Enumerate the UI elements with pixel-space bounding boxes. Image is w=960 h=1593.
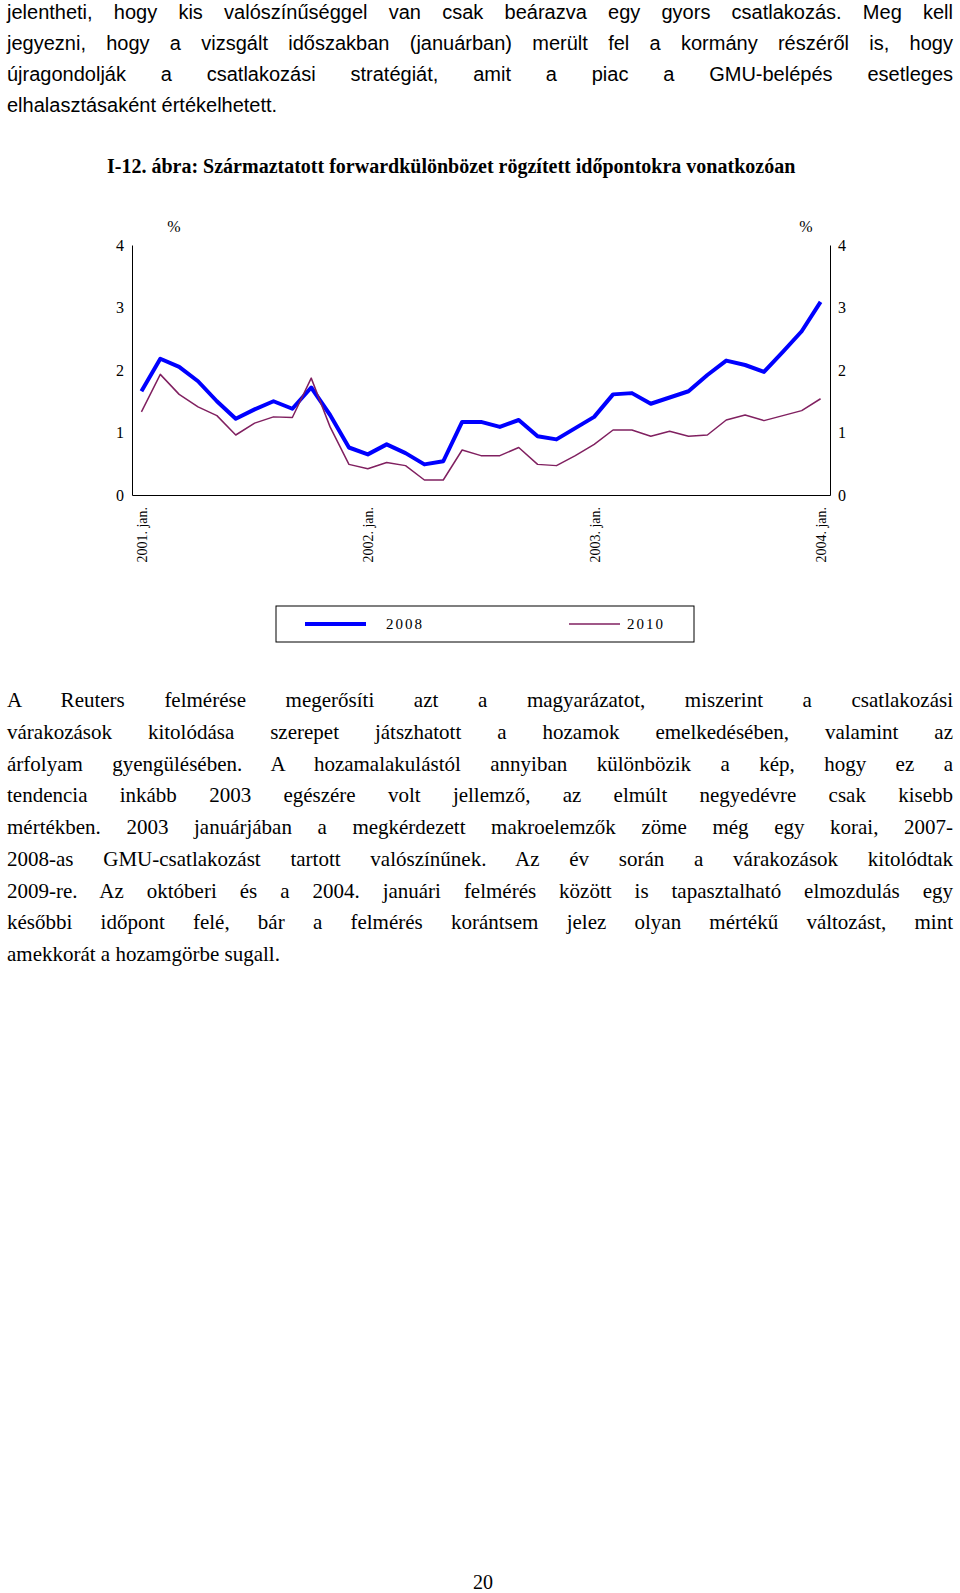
legend-swatch [569, 623, 620, 625]
text-line: jegyezni, hogy a vizsgált időszakban (ja… [7, 28, 953, 59]
paragraph: A Reuters felmérése megerősíti azt a mag… [7, 685, 953, 971]
tick-label: 2003. jan. [588, 507, 603, 563]
tick: 0 [830, 487, 846, 504]
text-line: jelentheti, hogy kis valószínűséggel van… [7, 0, 953, 28]
tick: 1 [830, 424, 846, 441]
axis-line [132, 246, 133, 496]
paragraph: jelentheti, hogy kis valószínűséggel van… [7, 0, 953, 121]
axis-line [133, 495, 831, 496]
legend-box [276, 606, 694, 642]
tick: 4 [116, 237, 132, 254]
text-line: újragondolják a csatlakozási stratégiát,… [7, 59, 953, 90]
text-line: későbbi időpont felé, bár a felmérés kor… [7, 907, 953, 939]
tick-label: 1 [116, 424, 124, 441]
tick: 4 [830, 237, 846, 254]
tick: 3 [116, 299, 132, 316]
tick-label: 3 [116, 299, 124, 316]
text-line: elhalasztásaként értékelhetett. [7, 90, 953, 121]
tick-label: 2002. jan. [361, 507, 376, 563]
text-line: mértékben. 2003 januárjában a megkérdeze… [7, 812, 953, 844]
axis-title: % [799, 218, 812, 235]
legend-label: 2008 [386, 616, 424, 632]
tick: 2002. jan. [361, 495, 376, 563]
tick: 3 [830, 299, 846, 316]
text-line: árfolyam gyengülésében. A hozamalakulást… [7, 749, 953, 781]
tick-label: 0 [116, 487, 124, 504]
tick: 2 [116, 362, 132, 379]
chart: I-12. ábra: Származtatott forwardkülönbö… [0, 0, 960, 1593]
legend: 2008 2010 [276, 606, 694, 642]
tick-label: 2004. jan. [814, 507, 829, 563]
text-line: amekkorát a hozamgörbe sugall. [7, 939, 953, 971]
text-line: A Reuters felmérése megerősíti azt a mag… [7, 685, 953, 717]
plot-area [141, 302, 820, 480]
tick-label: 1 [838, 424, 846, 441]
tick-label: 0 [838, 487, 846, 504]
axis-title: % [167, 218, 180, 235]
tick: 2 [830, 362, 846, 379]
text-line: 2008-as GMU-csatlakozást tartott valószí… [7, 844, 953, 876]
tick-label: 2 [116, 362, 124, 379]
x-axis: 2001. jan. 2002. jan. 2003. jan. 2004. jan. [133, 495, 831, 563]
axis-line [830, 246, 831, 496]
tick-label: 3 [838, 299, 846, 316]
y2-axis: 0 1 2 3 4 [830, 237, 846, 504]
tick: 1 [116, 424, 132, 441]
tick-label: 2 [838, 362, 846, 379]
text-line: tendencia inkább 2003 egészére volt jell… [7, 780, 953, 812]
page: jelentheti, hogy kis valószínűséggel van… [0, 0, 960, 1593]
legend-swatch [305, 622, 366, 626]
page-number: 20 [473, 1571, 493, 1593]
line-series [141, 302, 820, 465]
tick: 2003. jan. [588, 495, 603, 563]
legend-label: 2010 [627, 616, 665, 632]
tick-label: 4 [838, 237, 846, 254]
text-line: várakozások kitolódása szerepet játszhat… [7, 717, 953, 749]
text-line: 2009-re. Az októberi és a 2004. januári … [7, 876, 953, 908]
y-axis: 0 1 2 3 4 [116, 237, 133, 504]
tick: 2004. jan. [814, 495, 829, 563]
chart-title: I-12. ábra: Származtatott forwardkülönbö… [107, 155, 795, 178]
tick-label: 4 [116, 237, 124, 254]
tick: 0 [116, 487, 132, 504]
line-series [141, 374, 820, 480]
tick-label: 2001. jan. [135, 507, 150, 563]
tick: 2001. jan. [135, 495, 150, 563]
